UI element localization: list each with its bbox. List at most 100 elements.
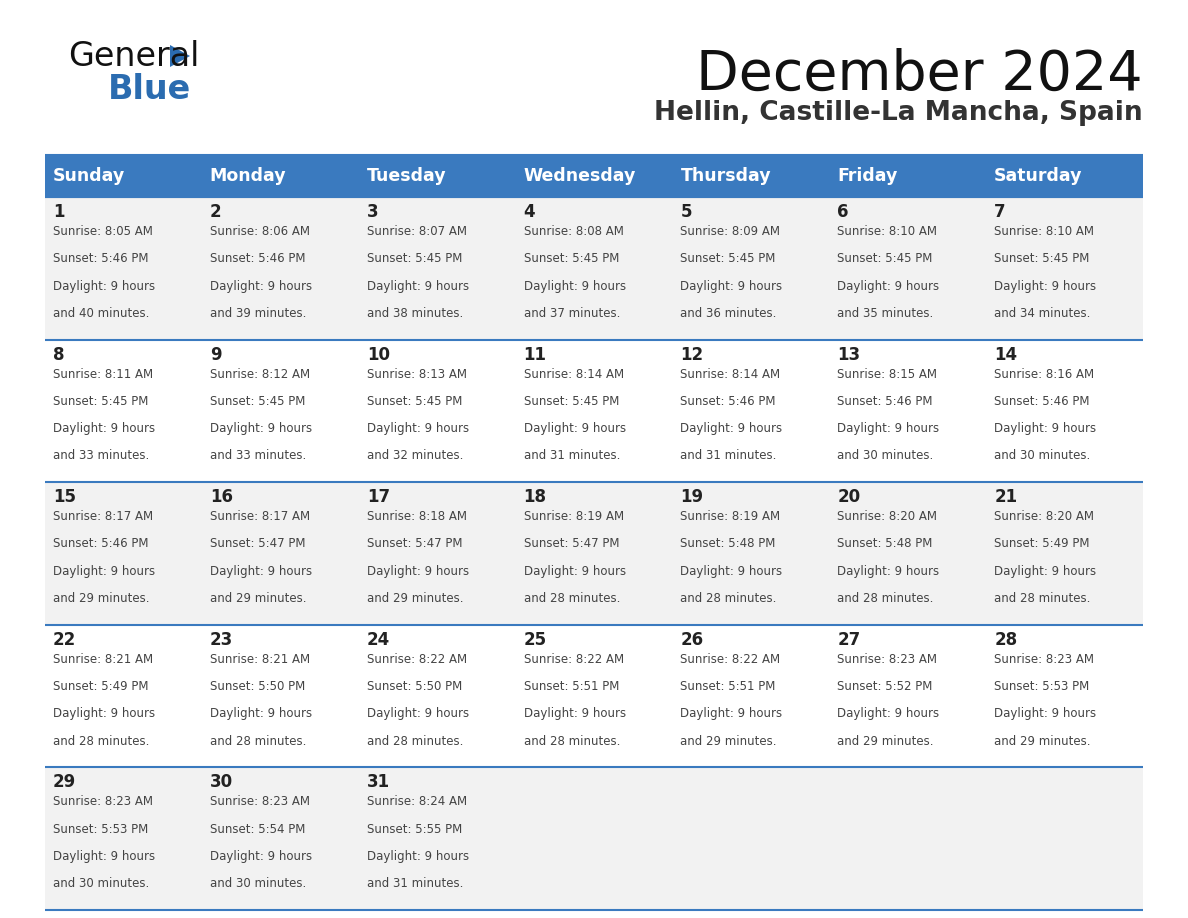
Text: Daylight: 9 hours: Daylight: 9 hours <box>524 422 626 435</box>
Text: 7: 7 <box>994 203 1006 221</box>
Text: 30: 30 <box>210 773 233 791</box>
Bar <box>829 340 986 482</box>
Text: Sunset: 5:51 PM: Sunset: 5:51 PM <box>524 680 619 693</box>
Text: Sunrise: 8:07 AM: Sunrise: 8:07 AM <box>367 225 467 238</box>
Bar <box>986 155 1143 197</box>
Text: and 33 minutes.: and 33 minutes. <box>210 450 307 463</box>
Text: Sunset: 5:46 PM: Sunset: 5:46 PM <box>681 395 776 408</box>
Text: Daylight: 9 hours: Daylight: 9 hours <box>367 708 469 721</box>
Text: Daylight: 9 hours: Daylight: 9 hours <box>53 850 156 863</box>
Text: Daylight: 9 hours: Daylight: 9 hours <box>681 280 783 293</box>
Text: Daylight: 9 hours: Daylight: 9 hours <box>210 708 312 721</box>
Text: Sunset: 5:51 PM: Sunset: 5:51 PM <box>681 680 776 693</box>
Text: and 28 minutes.: and 28 minutes. <box>367 734 463 747</box>
Text: 12: 12 <box>681 345 703 364</box>
Bar <box>45 197 202 340</box>
Text: Sunrise: 8:12 AM: Sunrise: 8:12 AM <box>210 367 310 381</box>
Text: Sunrise: 8:20 AM: Sunrise: 8:20 AM <box>838 510 937 523</box>
Text: 16: 16 <box>210 488 233 506</box>
Text: 15: 15 <box>53 488 76 506</box>
Text: and 31 minutes.: and 31 minutes. <box>367 878 463 890</box>
Text: and 29 minutes.: and 29 minutes. <box>838 734 934 747</box>
Text: 28: 28 <box>994 631 1017 649</box>
Text: Friday: Friday <box>838 167 898 185</box>
Text: Sunset: 5:46 PM: Sunset: 5:46 PM <box>994 395 1089 408</box>
Text: Sunrise: 8:24 AM: Sunrise: 8:24 AM <box>367 795 467 809</box>
Bar <box>45 625 202 767</box>
Text: Sunset: 5:45 PM: Sunset: 5:45 PM <box>524 395 619 408</box>
Text: December 2024: December 2024 <box>696 48 1143 102</box>
Text: Saturday: Saturday <box>994 167 1082 185</box>
Text: Sunrise: 8:13 AM: Sunrise: 8:13 AM <box>367 367 467 381</box>
Text: Sunrise: 8:15 AM: Sunrise: 8:15 AM <box>838 367 937 381</box>
Text: and 33 minutes.: and 33 minutes. <box>53 450 150 463</box>
Bar <box>45 155 202 197</box>
Bar <box>45 482 202 625</box>
Text: Daylight: 9 hours: Daylight: 9 hours <box>838 708 940 721</box>
Text: Sunrise: 8:08 AM: Sunrise: 8:08 AM <box>524 225 624 238</box>
Text: 14: 14 <box>994 345 1017 364</box>
Text: and 29 minutes.: and 29 minutes. <box>367 592 463 605</box>
Text: 27: 27 <box>838 631 860 649</box>
Text: Sunrise: 8:14 AM: Sunrise: 8:14 AM <box>681 367 781 381</box>
Text: and 37 minutes.: and 37 minutes. <box>524 307 620 319</box>
Text: 17: 17 <box>367 488 390 506</box>
Bar <box>202 625 359 767</box>
Text: Sunrise: 8:21 AM: Sunrise: 8:21 AM <box>53 653 153 666</box>
Text: and 34 minutes.: and 34 minutes. <box>994 307 1091 319</box>
Text: Sunrise: 8:23 AM: Sunrise: 8:23 AM <box>838 653 937 666</box>
Text: Sunrise: 8:05 AM: Sunrise: 8:05 AM <box>53 225 153 238</box>
Text: Sunset: 5:47 PM: Sunset: 5:47 PM <box>367 537 462 551</box>
Text: and 30 minutes.: and 30 minutes. <box>994 450 1091 463</box>
Text: Sunset: 5:49 PM: Sunset: 5:49 PM <box>53 680 148 693</box>
Text: Sunset: 5:46 PM: Sunset: 5:46 PM <box>838 395 933 408</box>
Bar <box>986 340 1143 482</box>
Text: Sunset: 5:48 PM: Sunset: 5:48 PM <box>681 537 776 551</box>
Text: and 29 minutes.: and 29 minutes. <box>994 734 1091 747</box>
Text: and 31 minutes.: and 31 minutes. <box>681 450 777 463</box>
Bar <box>672 155 829 197</box>
Text: Sunrise: 8:20 AM: Sunrise: 8:20 AM <box>994 510 1094 523</box>
Text: 5: 5 <box>681 203 691 221</box>
Text: Sunrise: 8:23 AM: Sunrise: 8:23 AM <box>994 653 1094 666</box>
Bar <box>359 767 516 910</box>
Bar <box>359 155 516 197</box>
Text: 31: 31 <box>367 773 390 791</box>
Text: Sunrise: 8:22 AM: Sunrise: 8:22 AM <box>367 653 467 666</box>
Text: Daylight: 9 hours: Daylight: 9 hours <box>994 565 1097 577</box>
Text: General: General <box>68 40 200 73</box>
Bar <box>829 482 986 625</box>
Text: and 35 minutes.: and 35 minutes. <box>838 307 934 319</box>
Text: Daylight: 9 hours: Daylight: 9 hours <box>53 280 156 293</box>
Text: Wednesday: Wednesday <box>524 167 636 185</box>
Text: 9: 9 <box>210 345 221 364</box>
Text: 11: 11 <box>524 345 546 364</box>
Text: Sunday: Sunday <box>53 167 125 185</box>
Text: 24: 24 <box>367 631 390 649</box>
Text: Sunset: 5:49 PM: Sunset: 5:49 PM <box>994 537 1089 551</box>
Bar <box>672 625 829 767</box>
Text: and 38 minutes.: and 38 minutes. <box>367 307 463 319</box>
Text: Sunset: 5:46 PM: Sunset: 5:46 PM <box>210 252 305 265</box>
Text: Daylight: 9 hours: Daylight: 9 hours <box>681 708 783 721</box>
Text: Sunset: 5:45 PM: Sunset: 5:45 PM <box>838 252 933 265</box>
Text: and 31 minutes.: and 31 minutes. <box>524 450 620 463</box>
Bar <box>516 197 672 340</box>
Text: and 29 minutes.: and 29 minutes. <box>681 734 777 747</box>
Bar <box>986 482 1143 625</box>
Text: Sunrise: 8:10 AM: Sunrise: 8:10 AM <box>994 225 1094 238</box>
Text: Daylight: 9 hours: Daylight: 9 hours <box>367 422 469 435</box>
Bar <box>829 197 986 340</box>
Text: Daylight: 9 hours: Daylight: 9 hours <box>838 565 940 577</box>
Text: and 28 minutes.: and 28 minutes. <box>210 734 307 747</box>
Text: Sunset: 5:45 PM: Sunset: 5:45 PM <box>681 252 776 265</box>
Bar <box>672 340 829 482</box>
Text: Daylight: 9 hours: Daylight: 9 hours <box>994 708 1097 721</box>
Text: Daylight: 9 hours: Daylight: 9 hours <box>367 850 469 863</box>
Bar <box>829 767 986 910</box>
Text: 23: 23 <box>210 631 233 649</box>
Text: 26: 26 <box>681 631 703 649</box>
Text: Sunset: 5:46 PM: Sunset: 5:46 PM <box>53 537 148 551</box>
Bar <box>202 767 359 910</box>
Text: Sunrise: 8:19 AM: Sunrise: 8:19 AM <box>524 510 624 523</box>
